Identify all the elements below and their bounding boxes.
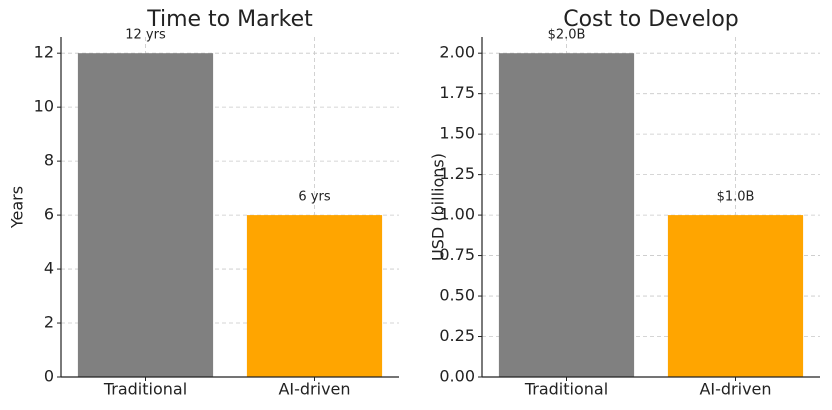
y-tick-label: 8 bbox=[44, 151, 54, 170]
x-tick-label: Traditional bbox=[524, 380, 608, 399]
bar bbox=[77, 53, 214, 377]
y-tick-label: 12 bbox=[34, 43, 54, 62]
bar bbox=[667, 215, 804, 377]
y-tick-label: 6 bbox=[44, 205, 54, 224]
chart-title: Time to Market bbox=[146, 7, 313, 32]
value-label: 12 yrs bbox=[125, 28, 166, 43]
x-tick-label: AI-driven bbox=[699, 380, 771, 399]
x-tick-label: Traditional bbox=[103, 380, 187, 399]
y-tick-label: 10 bbox=[34, 97, 54, 116]
value-label: $2.0B bbox=[548, 28, 586, 43]
y-tick-label: 0.25 bbox=[439, 326, 475, 345]
y-tick-label: 4 bbox=[44, 259, 54, 278]
y-tick-label: 1.75 bbox=[439, 83, 475, 102]
y-tick-label: 1.50 bbox=[439, 124, 475, 143]
x-tick-label: AI-driven bbox=[278, 380, 350, 399]
value-label: $1.0B bbox=[717, 190, 755, 205]
y-tick-label: 1.00 bbox=[439, 205, 475, 224]
y-tick-label: 0.00 bbox=[439, 367, 475, 386]
y-axis-label: Years bbox=[8, 186, 27, 229]
y-axis-label: USD (billions) bbox=[429, 153, 448, 261]
y-tick-label: 0.75 bbox=[439, 245, 475, 264]
value-label: 6 yrs bbox=[298, 190, 330, 205]
bar bbox=[498, 53, 635, 377]
y-tick-label: 0 bbox=[44, 367, 54, 386]
y-tick-label: 2 bbox=[44, 313, 54, 332]
chart-title: Cost to Develop bbox=[563, 7, 739, 32]
y-tick-label: 2.00 bbox=[439, 43, 475, 62]
y-tick-label: 0.50 bbox=[439, 286, 475, 305]
bar bbox=[246, 215, 383, 377]
y-tick-label: 1.25 bbox=[439, 164, 475, 183]
